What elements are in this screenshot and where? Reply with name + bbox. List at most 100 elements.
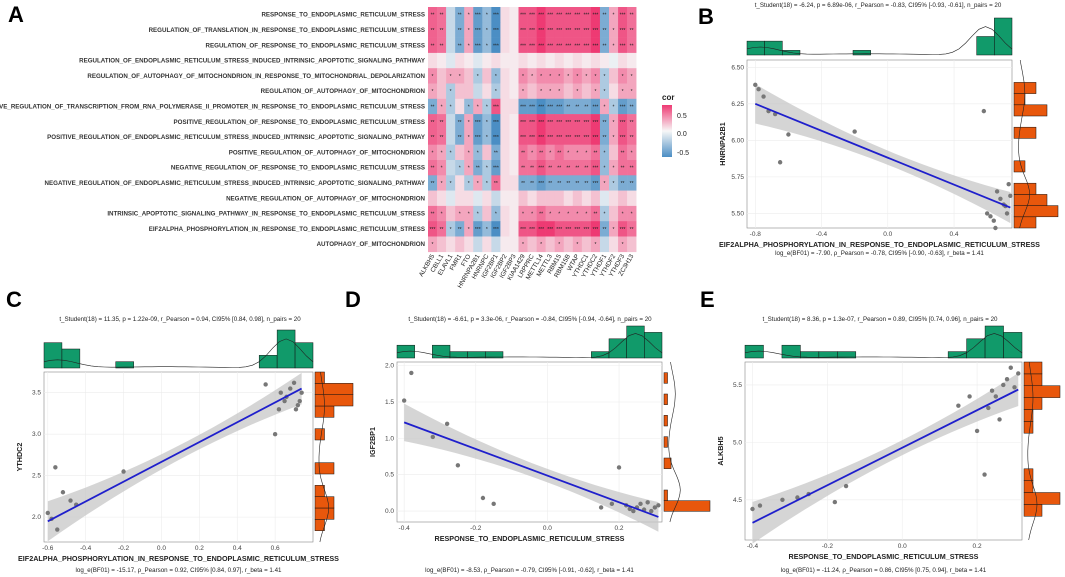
- heatmap-cell: [627, 190, 637, 207]
- significance-mark: *: [613, 120, 615, 126]
- significance-mark: *: [432, 150, 434, 156]
- significance-mark: *: [495, 74, 497, 80]
- heatmap-cell: [609, 52, 619, 69]
- significance-mark: *: [432, 242, 434, 248]
- stats-subtitle: t_Student(18) = -6.24, p = 6.89e-06, r_P…: [755, 2, 1002, 9]
- significance-mark: **: [494, 181, 498, 187]
- heatmap-cell: [491, 37, 501, 54]
- heatmap-cell: [491, 98, 501, 115]
- density-curve: [43, 338, 314, 368]
- heatmap-cell: [518, 175, 528, 191]
- y-axis-title: YTHDC2: [15, 443, 24, 472]
- heatmap-cell: [455, 236, 465, 253]
- heatmap-cell: [581, 83, 592, 100]
- heatmap-cell: [491, 236, 501, 253]
- significance-mark: **: [521, 150, 525, 156]
- significance-mark: ***: [547, 120, 553, 126]
- significance-mark: ***: [574, 227, 580, 233]
- heatmap-cell: [572, 190, 583, 207]
- significance-mark: *: [486, 28, 488, 34]
- scatter-point: [780, 497, 785, 503]
- heatmap-cell: [545, 37, 555, 54]
- y-tick-label: 6.00: [731, 137, 744, 144]
- heatmap-cell: [437, 68, 447, 84]
- heatmap-cell: [545, 7, 555, 23]
- marginal-histogram-bar: [258, 355, 278, 369]
- marginal-histogram-bar: [61, 348, 81, 369]
- significance-mark: *: [522, 89, 524, 95]
- significance-mark: ***: [593, 181, 599, 187]
- significance-mark: **: [440, 43, 444, 49]
- significance-mark: *: [594, 89, 596, 95]
- heatmap-cell: [554, 129, 565, 145]
- heatmap-cell: [618, 37, 628, 54]
- heatmap-cell: [572, 37, 583, 54]
- x-tick-label: -0.2: [470, 525, 482, 532]
- significance-mark: *: [432, 89, 434, 95]
- heatmap-cell: [590, 205, 601, 222]
- significance-mark: **: [548, 181, 552, 187]
- heatmap-cell: [545, 175, 555, 191]
- heatmap-cell: [536, 160, 546, 176]
- panel-b-scatter: t_Student(18) = -6.24, p = 6.89e-06, r_P…: [718, 2, 1059, 257]
- significance-mark: *: [613, 104, 615, 110]
- heatmap-cell: [473, 52, 483, 69]
- density-curve: [744, 333, 1023, 358]
- heatmap-cell: [428, 83, 438, 100]
- significance-mark: *: [495, 89, 497, 95]
- heatmap-cell: [572, 83, 583, 100]
- significance-mark: **: [575, 181, 579, 187]
- marginal-histogram-bar: [314, 383, 354, 395]
- significance-mark: **: [440, 28, 444, 34]
- heatmap-cell: [455, 160, 465, 176]
- heatmap-cell: [518, 7, 528, 23]
- significance-mark: ***: [493, 13, 499, 19]
- scatter-point: [455, 463, 461, 468]
- heatmap-cell: [554, 160, 565, 176]
- significance-mark: *: [522, 242, 524, 248]
- heatmap-cell: [572, 175, 583, 191]
- significance-mark: **: [603, 227, 607, 233]
- heatmap-cell: [527, 7, 537, 23]
- significance-mark: *: [567, 150, 569, 156]
- scatter-point: [998, 196, 1003, 201]
- significance-mark: *: [613, 13, 615, 19]
- significance-mark: ***: [574, 120, 580, 126]
- heatmap-cell: [618, 190, 628, 207]
- heatmap-cell: [563, 205, 574, 222]
- heatmap-cell: [518, 37, 528, 54]
- heatmap-cell: [554, 190, 565, 207]
- bayes-caption: log_e(BF01) = -11.24, ρ_Pearson = 0.86, …: [781, 567, 987, 574]
- significance-mark: ***: [538, 28, 544, 34]
- heatmap-cell: [500, 205, 510, 222]
- heatmap-cell: [473, 22, 483, 38]
- heatmap-cell: [518, 144, 528, 161]
- scatter-point: [984, 211, 990, 216]
- scatter-point: [291, 380, 297, 385]
- heatmap-cell: [599, 37, 610, 54]
- significance-mark: *: [477, 150, 479, 156]
- significance-mark: **: [584, 104, 588, 110]
- significance-mark: **: [440, 120, 444, 126]
- heatmap-cell: [473, 129, 483, 145]
- significance-mark: *: [441, 212, 443, 218]
- significance-mark: ***: [493, 104, 499, 110]
- heatmap-cell: [563, 52, 574, 69]
- x-axis-title: RESPONSE_TO_ENDOPLASMIC_RETICULUM_STRESS: [435, 534, 625, 543]
- significance-mark: **: [566, 166, 570, 172]
- significance-mark: **: [593, 212, 597, 218]
- heatmap-cell: [536, 7, 546, 23]
- heatmap-cell: [599, 129, 610, 145]
- significance-mark: *: [613, 43, 615, 49]
- significance-mark: **: [431, 28, 435, 34]
- heatmap-cell: [545, 160, 555, 176]
- significance-mark: *: [486, 43, 488, 49]
- y-axis-title: IGF2BP1: [368, 427, 377, 457]
- significance-mark: ***: [475, 227, 481, 233]
- y-tick-label: 3.0: [32, 431, 41, 438]
- heatmap-cell: [590, 37, 601, 54]
- significance-mark: **: [521, 181, 525, 187]
- significance-mark: *: [468, 28, 470, 34]
- heatmap-cell: [536, 68, 546, 84]
- significance-mark: ***: [620, 104, 626, 110]
